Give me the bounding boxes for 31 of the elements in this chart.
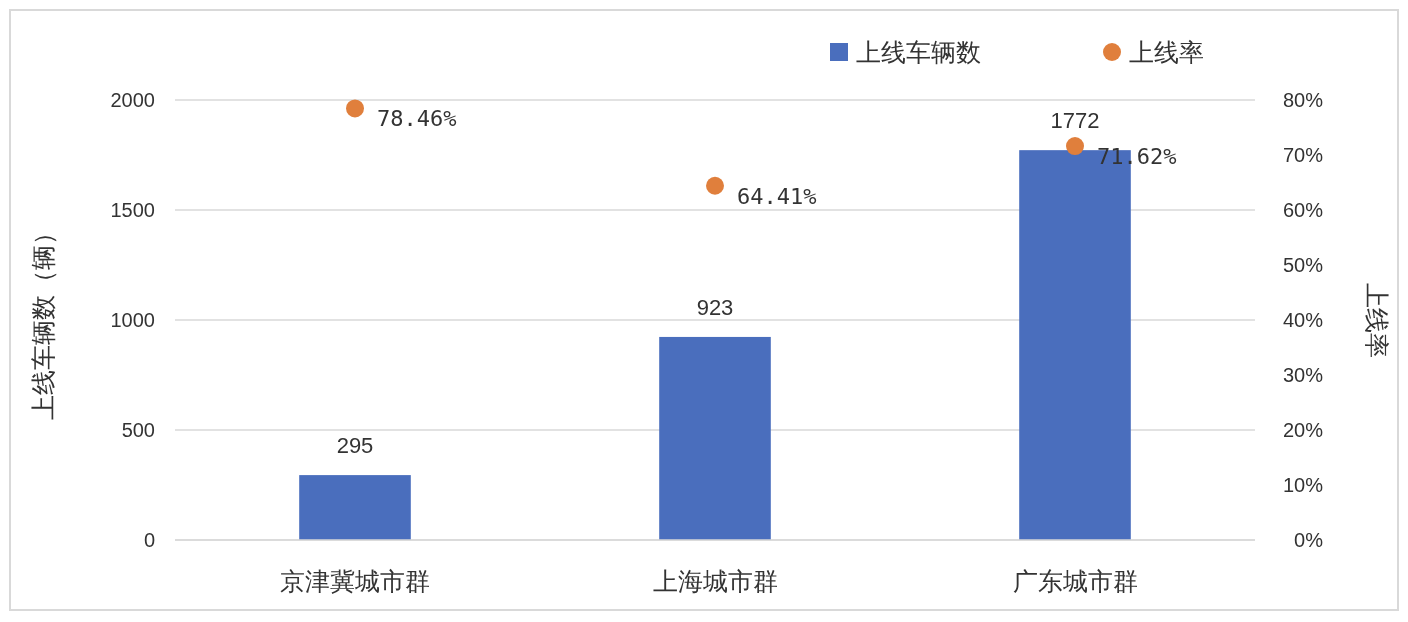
legend-label: 上线率 <box>1129 38 1204 66</box>
y-tick-label: 1000 <box>110 309 155 331</box>
x-tick-label: 广东城市群 <box>1012 567 1138 595</box>
bar <box>299 475 411 540</box>
y-tick-label: 500 <box>121 419 155 441</box>
y2-tick-label: 30% <box>1282 364 1324 386</box>
legend-label: 上线车辆数 <box>856 38 981 66</box>
y2-tick-label: 80% <box>1282 89 1324 111</box>
y2-tick-label: 0% <box>1294 529 1324 551</box>
y2-tick-label: 60% <box>1282 199 1324 221</box>
data-label: 64.41% <box>737 183 817 209</box>
point <box>706 176 724 195</box>
point <box>1066 137 1084 156</box>
x-tick-label: 京津冀城市群 <box>280 567 430 595</box>
y2-tick-label: 40% <box>1282 309 1324 331</box>
data-label: 78.46% <box>377 106 457 132</box>
y-tick-label: 1500 <box>110 199 155 221</box>
bar <box>659 336 771 540</box>
y-tick-label: 0 <box>143 529 155 551</box>
y-axis-title: 上线车辆数（辆） <box>29 220 57 420</box>
y2-tick-label: 20% <box>1282 419 1324 441</box>
data-label: 295 <box>336 433 374 459</box>
y2-tick-label: 70% <box>1282 144 1324 166</box>
data-label: 923 <box>696 294 734 320</box>
x-tick-label: 上海城市群 <box>652 567 778 595</box>
y2-tick-label: 50% <box>1282 254 1324 276</box>
y-tick-label: 2000 <box>110 89 155 111</box>
y2-axis-title: 上线率 <box>1363 282 1391 358</box>
point <box>346 99 364 118</box>
data-label: 1772 <box>1050 108 1100 134</box>
y2-tick-label: 10% <box>1282 474 1324 496</box>
